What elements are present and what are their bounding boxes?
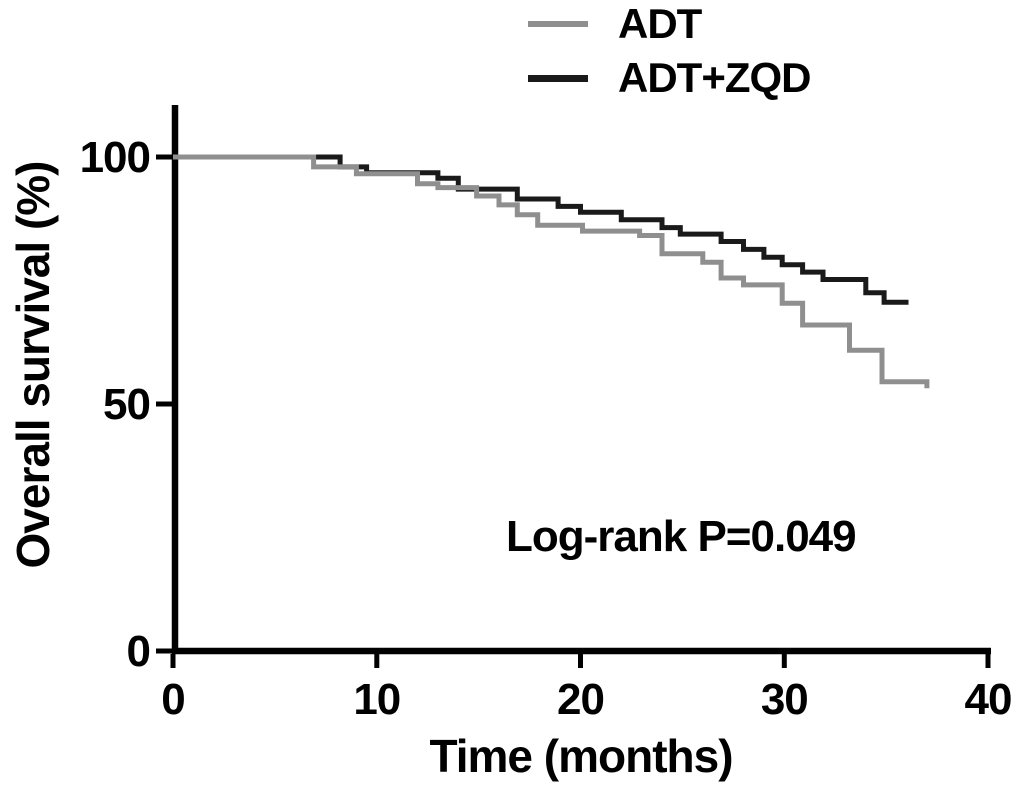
y-tick-label: 100 (80, 133, 150, 182)
adt-line-swatch (528, 21, 588, 27)
series-line-adt (173, 154, 930, 389)
x-tick-label: 40 (965, 675, 1012, 724)
axis-spines (171, 105, 991, 655)
legend-label-adt-zqd: ADT+ZQD (618, 54, 811, 101)
x-tick-label: 20 (557, 675, 604, 724)
legend-item-adt-zqd: ADT+ZQD (528, 54, 811, 102)
legend-item-adt: ADT (528, 0, 811, 48)
x-tick-label: 30 (761, 675, 808, 724)
x-axis-title: Time (months) (429, 730, 733, 782)
y-tick-label: 50 (103, 380, 150, 429)
series-line-adt-zqd (173, 154, 909, 305)
x-tick-label: 0 (161, 675, 184, 724)
x-tick-label: 10 (353, 675, 400, 724)
legend: ADT ADT+ZQD (528, 0, 811, 102)
y-axis-title: Overall survival (%) (7, 161, 59, 569)
y-tick-label: 0 (127, 627, 150, 676)
adt-zqd-line-swatch (528, 74, 588, 82)
log-rank-p-value: Log-rank P=0.049 (506, 512, 857, 561)
legend-label-adt: ADT (618, 0, 702, 47)
